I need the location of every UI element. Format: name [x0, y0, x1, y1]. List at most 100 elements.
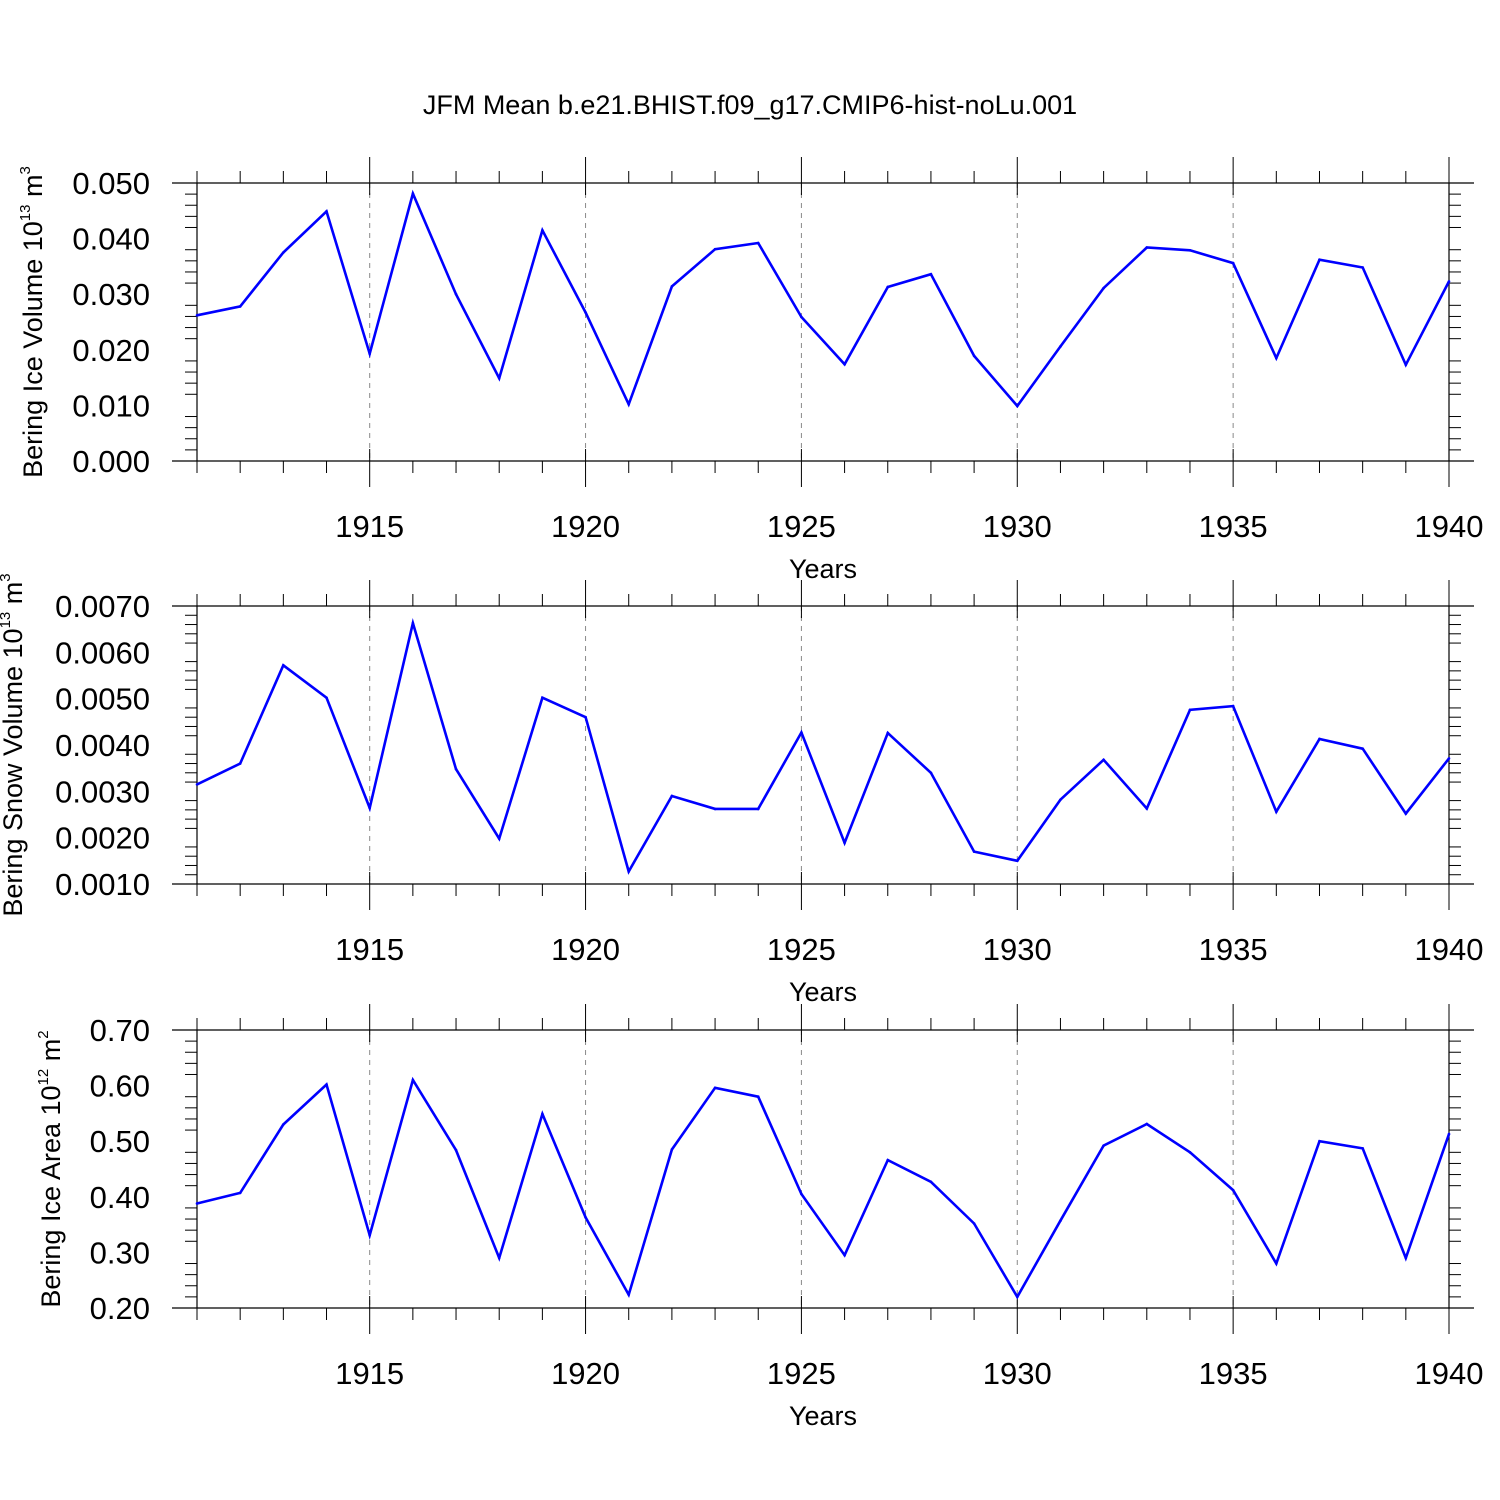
- data-point: [1275, 1262, 1278, 1265]
- data-point: [1015, 404, 1019, 408]
- data-point: [1102, 758, 1105, 762]
- data-point: [541, 1112, 544, 1116]
- data-point: [238, 1191, 242, 1195]
- x-tick-label: 1915: [335, 509, 404, 544]
- y-tick-label: 0.040: [72, 222, 150, 257]
- y-tick-label: 0.030: [72, 277, 150, 312]
- y-tick-label: 0.0020: [55, 821, 150, 856]
- data-point: [843, 841, 846, 845]
- data-point: [195, 1202, 199, 1205]
- data-point: [238, 762, 242, 765]
- y-tick-label: 0.0060: [55, 635, 150, 670]
- x-tick-label: 1940: [1415, 1356, 1484, 1391]
- data-point: [886, 285, 890, 289]
- y-tick-label: 0.30: [90, 1235, 150, 1270]
- data-point: [972, 1222, 976, 1225]
- data-point: [454, 767, 458, 771]
- data-point: [1188, 1151, 1192, 1154]
- x-tick-label: 1925: [767, 1356, 836, 1391]
- x-tick-label: 1940: [1415, 509, 1484, 544]
- y-tick-label: 0.0040: [55, 728, 150, 763]
- y-tick-label: 0.50: [90, 1124, 150, 1159]
- data-point: [972, 354, 976, 358]
- data-point: [1447, 280, 1451, 283]
- x-tick-label: 1920: [551, 932, 620, 967]
- y-tick-label: 0.40: [90, 1180, 150, 1215]
- data-point: [1404, 812, 1408, 815]
- data-point: [238, 305, 242, 308]
- data-point: [1275, 356, 1278, 360]
- data-point: [670, 1148, 674, 1151]
- data-point: [886, 731, 890, 735]
- y-tick-label: 0.70: [90, 1013, 150, 1048]
- y-tick-label: 0.010: [72, 388, 150, 423]
- data-point: [1318, 258, 1321, 262]
- data-point: [1059, 1219, 1062, 1223]
- x-tick-label: 1930: [983, 1356, 1052, 1391]
- y-axis-title: Bering Ice Area 1012 m2: [35, 1030, 66, 1307]
- data-point: [1404, 363, 1408, 367]
- data-point: [843, 1253, 846, 1257]
- data-point: [497, 837, 501, 840]
- data-point: [325, 1083, 328, 1086]
- data-point: [1318, 737, 1321, 741]
- data-point: [713, 247, 717, 251]
- data-point: [929, 771, 933, 775]
- data-point: [1275, 810, 1278, 814]
- data-point: [195, 314, 199, 317]
- y-tick-label: 0.0050: [55, 682, 150, 717]
- data-point: [282, 251, 285, 254]
- data-point: [1361, 747, 1364, 751]
- data-point: [282, 1123, 285, 1126]
- data-point: [886, 1158, 890, 1162]
- data-point: [1145, 246, 1149, 249]
- y-axis-title: Bering Ice Volume 1013 m3: [17, 166, 48, 478]
- data-point: [929, 272, 933, 276]
- x-tick-label: 1920: [551, 509, 620, 544]
- y-tick-label: 0.0030: [55, 774, 150, 809]
- y-tick-label: 0.20: [90, 1291, 150, 1326]
- data-point: [1231, 704, 1235, 708]
- data-point: [325, 696, 328, 700]
- data-point: [627, 402, 631, 406]
- data-point: [1102, 286, 1105, 290]
- data-point: [1188, 708, 1192, 712]
- data-point: [368, 352, 371, 355]
- data-point: [1102, 1144, 1105, 1147]
- data-point: [497, 1256, 501, 1260]
- x-tick-label: 1925: [767, 509, 836, 544]
- data-point: [368, 806, 371, 810]
- data-point: [1188, 248, 1192, 252]
- data-point: [843, 362, 846, 366]
- data-point: [497, 376, 501, 380]
- data-point: [282, 664, 285, 667]
- x-tick-label: 1930: [983, 509, 1052, 544]
- chart-panel-snow-volume: 0.0010 0.0020 0.0030 0.0040 0.0050 0.0060 0.00…: [0, 573, 1483, 1007]
- data-point: [584, 715, 587, 719]
- x-tick-label: 1915: [335, 932, 404, 967]
- data-point: [756, 1095, 760, 1099]
- y-tick-label: 0.0010: [55, 867, 150, 902]
- data-point: [1015, 1295, 1019, 1299]
- x-axis-title: Years: [789, 554, 857, 584]
- data-point: [541, 696, 544, 700]
- data-point: [756, 241, 760, 245]
- data-point: [584, 311, 587, 314]
- data-point: [713, 1086, 717, 1090]
- x-axis-title: Years: [789, 977, 857, 1007]
- data-point: [1059, 798, 1062, 801]
- data-point: [1447, 1132, 1451, 1136]
- data-point: [1361, 1147, 1364, 1150]
- data-point: [670, 285, 674, 288]
- data-point: [1231, 1188, 1235, 1192]
- chart-title: JFM Mean b.e21.BHIST.f09_g17.CMIP6-hist-…: [422, 90, 1078, 120]
- series-line-ice-volume: [196, 189, 1451, 409]
- y-tick-label: 0.050: [72, 166, 150, 201]
- x-axis-title: Years: [789, 1401, 857, 1431]
- data-point: [454, 1148, 458, 1152]
- x-tick-label: 1935: [1199, 509, 1268, 544]
- data-point: [1059, 345, 1062, 348]
- data-point: [1015, 859, 1019, 863]
- data-point: [411, 192, 415, 195]
- y-tick-label: 0.020: [72, 333, 150, 368]
